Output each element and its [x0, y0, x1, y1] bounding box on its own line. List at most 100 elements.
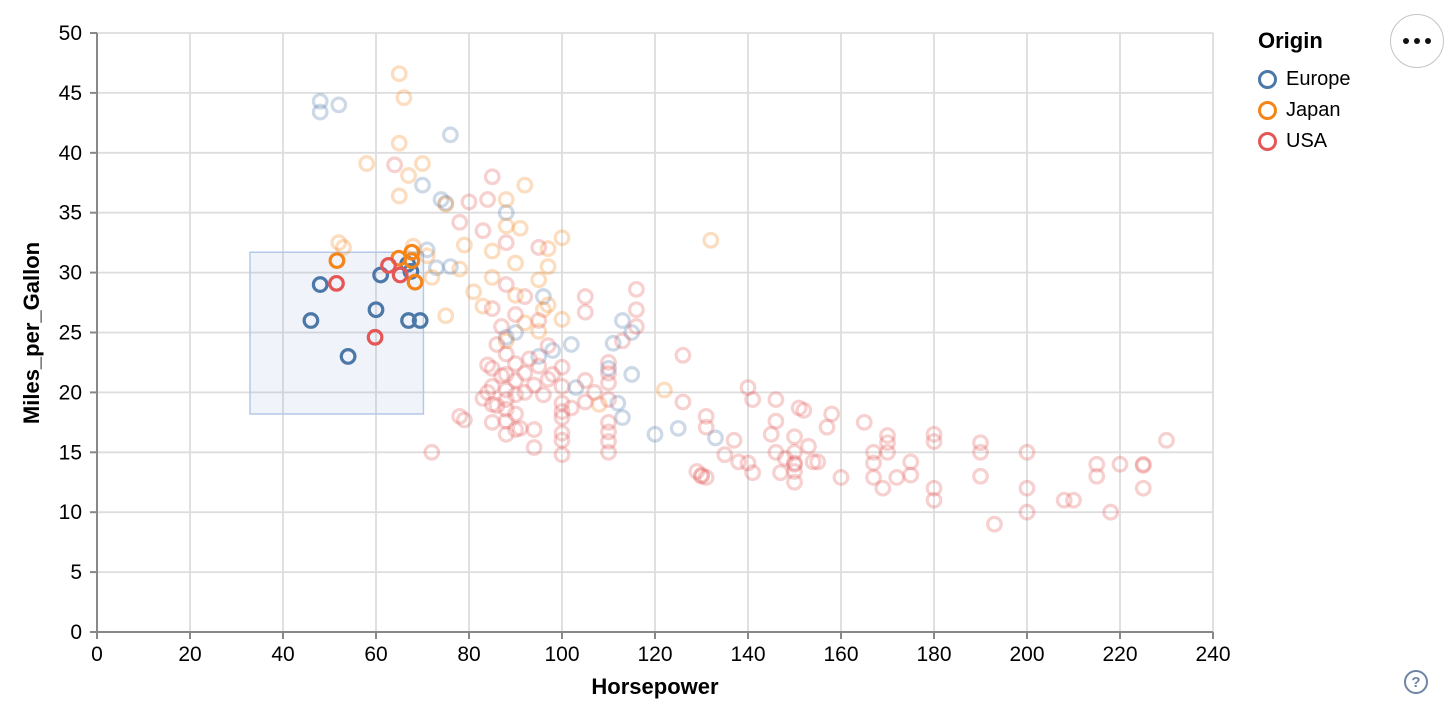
data-point: [390, 65, 408, 83]
data-point: [1018, 443, 1036, 461]
data-point: [451, 213, 469, 231]
data-point: [925, 425, 943, 443]
data-point: [330, 96, 348, 114]
data-point: [600, 423, 617, 441]
question-mark-icon: ?: [1411, 673, 1421, 691]
data-point: [576, 288, 594, 305]
y-axis-title: Miles_per_Gallon: [19, 241, 44, 425]
data-point: [730, 453, 748, 471]
data-point: [623, 324, 641, 341]
data-point: [366, 328, 384, 346]
data-point: [1088, 455, 1106, 473]
data-point: [1055, 491, 1073, 509]
data-point: [925, 433, 943, 450]
data-point: [483, 268, 501, 286]
data-point: [455, 236, 473, 254]
data-point: [772, 464, 789, 482]
x-tick-label: 200: [1009, 643, 1044, 666]
data-point: [497, 276, 515, 293]
data-point: [507, 421, 524, 438]
data-point: [411, 312, 429, 329]
x-axis-title: Horsepower: [591, 674, 719, 699]
data-point: [1111, 455, 1129, 473]
data-point: [609, 394, 627, 412]
data-point: [855, 413, 873, 431]
data-point: [525, 376, 543, 394]
data-point: [707, 429, 724, 447]
data-point: [465, 283, 483, 301]
data-point: [986, 515, 1003, 533]
data-point: [567, 379, 585, 397]
data-point: [386, 156, 404, 174]
data-point: [335, 239, 352, 256]
help-button[interactable]: ?: [1404, 670, 1428, 694]
data-point: [553, 424, 571, 442]
data-point: [516, 384, 534, 401]
data-point: [786, 473, 803, 491]
data-point: [507, 372, 524, 389]
data-point: [786, 454, 803, 472]
data-point: [925, 479, 943, 497]
data-point: [339, 348, 357, 365]
data-point: [535, 386, 552, 404]
data-point: [511, 219, 529, 237]
x-tick-label: 240: [1195, 643, 1230, 666]
data-point: [414, 176, 431, 194]
data-point: [497, 204, 515, 222]
data-point: [442, 258, 459, 276]
data-point: [804, 453, 822, 471]
data-point: [600, 391, 617, 408]
data-point: [479, 356, 497, 374]
data-point: [535, 301, 552, 319]
x-tick-label: 20: [178, 643, 201, 666]
data-point: [539, 337, 557, 355]
data-point: [414, 155, 431, 172]
europe-ring-icon: [1258, 70, 1277, 89]
legend-item-japan: Japan: [1258, 95, 1351, 126]
more-options-button[interactable]: [1390, 14, 1444, 68]
data-point: [497, 332, 515, 350]
x-tick-label: 140: [730, 643, 765, 666]
data-point: [330, 234, 348, 252]
data-point: [432, 191, 450, 208]
data-point: [455, 411, 473, 429]
data-point: [483, 413, 501, 431]
data-point: [972, 443, 989, 461]
data-point: [800, 437, 817, 455]
data-point: [406, 273, 424, 291]
data-point: [437, 194, 455, 212]
data-point: [614, 312, 631, 329]
data-point: [507, 324, 524, 341]
data-point: [716, 446, 734, 464]
data-point: [674, 393, 692, 411]
data-point: [600, 374, 617, 392]
x-tick-label: 60: [364, 643, 387, 666]
data-point: [497, 412, 515, 430]
data-point: [818, 418, 836, 436]
data-point: [483, 168, 501, 186]
data-point: [497, 234, 515, 252]
data-point: [786, 463, 803, 480]
data-point: [823, 405, 841, 423]
data-point: [474, 389, 492, 407]
x-tick-label: 160: [823, 643, 858, 666]
data-point: [972, 434, 989, 452]
data-point: [1134, 479, 1152, 497]
data-point: [628, 301, 645, 319]
data-point: [507, 306, 524, 323]
japan-ring-icon: [1258, 101, 1277, 120]
data-point: [380, 257, 397, 274]
data-point: [451, 407, 469, 425]
y-tick-label: 25: [59, 322, 82, 345]
legend-label: Japan: [1286, 99, 1341, 121]
data-point: [576, 372, 594, 389]
data-point: [493, 318, 510, 335]
data-point: [544, 342, 562, 359]
data-point: [767, 443, 785, 461]
data-point: [590, 395, 608, 413]
data-point: [423, 268, 441, 286]
data-point: [693, 466, 710, 484]
data-point: [390, 187, 408, 205]
data-point: [493, 367, 510, 385]
